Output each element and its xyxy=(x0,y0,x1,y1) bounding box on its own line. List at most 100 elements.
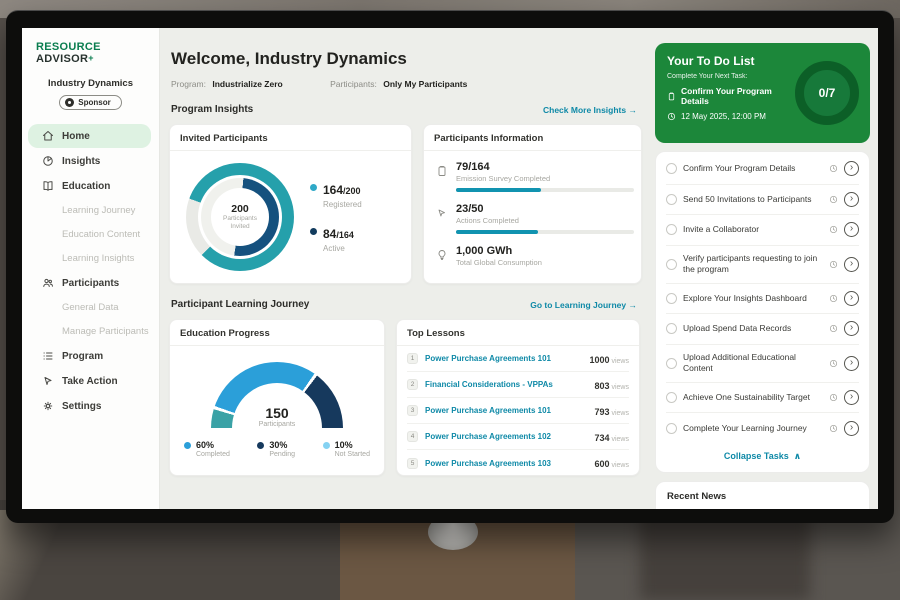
donut-center-label: 200 Participants Invited xyxy=(186,163,294,271)
active-dot-icon xyxy=(310,228,317,235)
views-suffix: views xyxy=(611,462,629,469)
sidebar-subitem-label: Education Content xyxy=(62,229,141,240)
emission-survey-value: 79/164 xyxy=(456,161,490,173)
main-content: Welcome, Industry Dynamics Program: Indu… xyxy=(160,28,648,509)
lesson-rank: 5 xyxy=(407,457,418,469)
todo-subtitle: Complete Your Next Task: xyxy=(667,73,748,80)
sponsor-icon xyxy=(65,98,75,107)
active-ring xyxy=(201,178,279,256)
lesson-views: 803 xyxy=(594,380,610,391)
participants-filter[interactable]: Participants: Only My Participants xyxy=(330,79,481,89)
program-list-icon xyxy=(43,352,53,360)
task-label[interactable]: Invite a Collaborator xyxy=(683,224,760,235)
sidebar-item-program[interactable]: Program xyxy=(28,344,151,368)
lesson-rank: 4 xyxy=(407,431,418,442)
lesson-views: 1000 xyxy=(589,354,610,365)
lesson-views: 793 xyxy=(594,406,610,417)
task-chevron-button[interactable]: › xyxy=(844,222,859,238)
legend-item-not-started: 10% Not Started xyxy=(322,440,370,458)
program-filter[interactable]: Program: Industrialize Zero xyxy=(171,79,296,89)
sidebar-item-settings[interactable]: Settings xyxy=(28,394,151,418)
background-desk xyxy=(0,500,900,600)
registered-total: /200 xyxy=(343,186,361,196)
task-label[interactable]: Send 50 Invitations to Participants xyxy=(683,193,812,204)
invited-total: 200 xyxy=(231,202,249,215)
page-title: Welcome, Industry Dynamics xyxy=(171,49,407,68)
link-label: Go to Learning Journey xyxy=(530,299,627,310)
task-chevron-button[interactable]: › xyxy=(844,161,859,177)
settings-gear-icon xyxy=(43,401,53,411)
sidebar-item-insights[interactable]: Insights xyxy=(28,149,151,173)
sidebar-subitem-label: Learning Journey xyxy=(62,205,136,216)
task-checkbox[interactable] xyxy=(666,163,677,175)
task-label[interactable]: Upload Additional Educational Content xyxy=(683,352,796,373)
task-chevron-button[interactable]: › xyxy=(844,321,859,337)
lesson-link[interactable]: Financial Considerations - VPPAs xyxy=(425,380,553,389)
lesson-rank: 1 xyxy=(407,353,418,364)
sidebar-item-general-data[interactable]: General Data xyxy=(22,296,159,320)
sidebar-item-education-content[interactable]: Education Content xyxy=(22,223,159,247)
task-label[interactable]: Achieve One Sustainability Target xyxy=(683,391,810,402)
sidebar-nav: Home Insights Education Learning Journey… xyxy=(22,124,159,418)
task-chevron-button[interactable]: › xyxy=(844,191,859,207)
task-chevron-button[interactable]: › xyxy=(844,355,859,371)
lesson-link[interactable]: Power Purchase Agreements 101 xyxy=(425,354,551,363)
task-chevron-button[interactable]: › xyxy=(844,420,859,436)
card-title: Top Lessons xyxy=(397,320,639,346)
todo-tasks-card: Confirm Your Program Details › Send 50 I… xyxy=(655,151,870,473)
clock-icon xyxy=(829,294,838,302)
task-checkbox[interactable] xyxy=(666,323,677,335)
task-chevron-button[interactable]: › xyxy=(844,256,859,272)
task-checkbox[interactable] xyxy=(666,292,677,304)
task-checkbox[interactable] xyxy=(666,391,677,403)
action-hand-icon xyxy=(438,209,445,217)
task-label[interactable]: Explore Your Insights Dashboard xyxy=(683,292,807,303)
card-title: Education Progress xyxy=(170,320,384,346)
task-checkbox[interactable] xyxy=(666,224,677,236)
participants-info-body: 79/164 Emission Survey Completed 23/50 A… xyxy=(424,151,641,267)
lesson-row: 1 Power Purchase Agreements 101 1000 view… xyxy=(407,346,629,372)
lesson-views: 600 xyxy=(594,459,610,469)
sidebar-item-home[interactable]: Home xyxy=(28,124,151,148)
active-label: Active xyxy=(323,244,345,253)
background-highlight xyxy=(0,510,80,600)
not-started-pct: 10% xyxy=(334,440,353,450)
task-chevron-button[interactable]: › xyxy=(844,290,859,306)
sidebar-item-education[interactable]: Education xyxy=(28,174,151,198)
lesson-link[interactable]: Power Purchase Agreements 102 xyxy=(425,432,551,441)
task-label[interactable]: Confirm Your Program Details xyxy=(683,163,796,174)
task-label[interactable]: Complete Your Learning Journey xyxy=(683,422,807,433)
lesson-link[interactable]: Power Purchase Agreements 101 xyxy=(425,406,551,415)
lesson-row: 2 Financial Considerations - VPPAs 803 vi… xyxy=(407,372,629,398)
views-suffix: views xyxy=(611,357,629,365)
card-title: Participants Information xyxy=(424,125,641,151)
lesson-link[interactable]: Power Purchase Agreements 103 xyxy=(425,458,551,468)
actions-completed-label: Actions Completed xyxy=(456,216,519,225)
task-label[interactable]: Upload Spend Data Records xyxy=(683,323,792,334)
registered-dot-icon xyxy=(310,184,317,191)
participants-filter-label: Participants: xyxy=(330,79,377,89)
clock-icon xyxy=(829,165,838,173)
check-more-insights-link[interactable]: Check More Insights → xyxy=(543,105,637,115)
task-checkbox[interactable] xyxy=(666,193,677,205)
active-total: /164 xyxy=(336,230,354,240)
sidebar-item-participants[interactable]: Participants xyxy=(28,271,151,295)
sidebar-item-manage-participants[interactable]: Manage Participants xyxy=(22,320,159,344)
todo-progress-ring: 0/7 xyxy=(795,61,859,125)
go-to-learning-journey-link[interactable]: Go to Learning Journey → xyxy=(530,300,637,310)
sidebar-item-learning-journey[interactable]: Learning Journey xyxy=(22,199,159,223)
participants-information-card: Participants Information 79/164 Emission… xyxy=(423,124,642,284)
clock-icon xyxy=(829,325,838,333)
sidebar-item-take-action[interactable]: Take Action xyxy=(28,369,151,393)
actions-completed-progressbar xyxy=(456,230,634,234)
sidebar-subitem-label: General Data xyxy=(62,302,119,313)
task-checkbox[interactable] xyxy=(666,357,677,369)
collapse-tasks-link[interactable]: Collapse Tasks ∧ xyxy=(666,444,859,469)
sidebar-item-learning-insights[interactable]: Learning Insights xyxy=(22,247,159,271)
task-row: Verify participants requesting to join t… xyxy=(666,246,859,284)
task-chevron-button[interactable]: › xyxy=(844,389,859,405)
task-checkbox[interactable] xyxy=(666,258,677,270)
task-checkbox[interactable] xyxy=(666,422,677,434)
monitor-bezel: RESOURCE ADVISOR+ Industry Dynamics Spon… xyxy=(6,10,894,523)
task-label[interactable]: Verify participants requesting to join t… xyxy=(683,253,818,274)
